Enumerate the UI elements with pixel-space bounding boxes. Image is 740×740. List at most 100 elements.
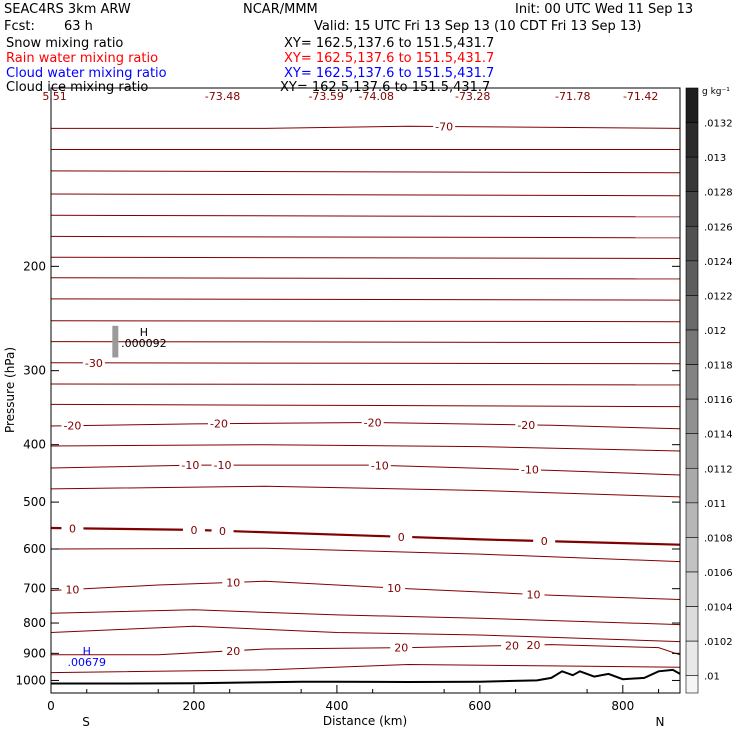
isotherm-label-bg — [433, 120, 456, 133]
isotherm-3 — [50, 193, 681, 197]
isotherm-15 — [50, 444, 681, 452]
x-tick-label: 400 — [325, 699, 348, 713]
isotherm-label: 20 — [394, 642, 408, 655]
isotherm-8 — [50, 298, 681, 301]
isotherm-label-bg — [61, 522, 84, 535]
isotherm-2 — [50, 170, 681, 174]
colorbar-label: .0124 — [704, 257, 733, 268]
isotherm-label: 0 — [541, 535, 548, 548]
colorbar-swatch — [685, 87, 699, 123]
terrain-group — [51, 325, 681, 685]
fcst-label: Fcst: — [4, 19, 35, 34]
colorbar-label: .0116 — [704, 395, 733, 406]
colorbar-swatch — [685, 329, 699, 365]
isotherm-5 — [50, 235, 681, 239]
field-rain-xy: XY= 162.5,137.6 to 151.5,431.7 — [284, 51, 495, 66]
fcst-value: 63 h — [64, 19, 93, 34]
isotherm-21 — [50, 609, 681, 626]
isotherm-9 — [50, 320, 681, 323]
colorbar-label: .01 — [704, 672, 720, 683]
y-tick-label: 900 — [23, 646, 46, 660]
isotherm-label: 10 — [526, 588, 540, 601]
init-label: Init: 00 UTC Wed 11 Sep 13 — [515, 2, 694, 17]
colorbar-swatch — [685, 640, 699, 677]
isotherm-label-bg — [390, 641, 413, 654]
isotherm-24 — [50, 663, 681, 674]
isotherm-label-bg — [522, 638, 545, 651]
max-marker-value: .000092 — [121, 337, 167, 350]
top-edge-label: -71.42 — [623, 90, 658, 103]
isotherm-label-bg — [518, 463, 541, 476]
field-snow-name: Snow mixing ratio — [6, 36, 124, 51]
colorbar-swatch — [685, 260, 699, 296]
top-edge-label: -73.48 — [205, 90, 240, 103]
isotherm-label: -30 — [85, 357, 103, 370]
colorbar-label: .0106 — [704, 568, 733, 579]
isotherm-label-bg — [211, 524, 234, 537]
colorbar-label: .0114 — [704, 430, 733, 441]
isotherm-6 — [50, 256, 681, 259]
isotherm-label: -20 — [364, 417, 382, 430]
colorbar-label: .0128 — [704, 188, 733, 199]
isotherm-label-bg — [515, 418, 538, 431]
field-cloudwater-name: Cloud water mixing ratio — [6, 66, 167, 81]
y-axis-label: Pressure (hPa) — [3, 347, 17, 433]
isotherm-label: 0 — [190, 524, 197, 537]
isotherm-0 — [51, 125, 681, 129]
cloud-ice-blob — [112, 325, 119, 358]
isotherm-label-bg — [182, 523, 205, 536]
isotherm-label-bg — [61, 419, 84, 432]
isotherm-label-bg — [533, 535, 556, 548]
colorbar-label: .011 — [704, 499, 726, 510]
colorbar-label: .0118 — [704, 361, 733, 372]
isotherm-label: -10 — [371, 459, 389, 472]
isotherm-group: -70 -30 -20 -20 -20 -20 -10 -10 -10 -10 0 0 0 0 0 10 10 1… — [50, 120, 681, 674]
isotherm-label: 10 — [387, 582, 401, 595]
y-tick-label: 600 — [23, 542, 46, 556]
x-tick-label: 0 — [47, 699, 55, 713]
colorbar-unit: g kg⁻¹ — [702, 87, 730, 97]
colorbar-label: .0104 — [704, 603, 733, 614]
isotherm-17 — [50, 485, 681, 498]
isotherm-label-bg — [368, 459, 391, 472]
terrain-line — [51, 668, 681, 685]
colorbar: .0132 .013 .0128 .0126 .0124 .0122 .012 .0118 .0… — [685, 87, 733, 694]
isotherm-label: 20 — [505, 639, 519, 652]
isotherm-label-bg — [211, 459, 234, 472]
colorbar-label: .012 — [704, 326, 726, 337]
colorbar-label: .0132 — [704, 119, 733, 130]
y-tick-label: 400 — [23, 438, 46, 452]
isotherm-18 — [50, 526, 681, 546]
isotherm-13 — [50, 403, 681, 408]
isotherm-label: 10 — [65, 583, 79, 596]
isotherm-label-bg — [222, 576, 245, 589]
colorbar-label: .0122 — [704, 291, 733, 302]
isotherm-12 — [50, 383, 681, 386]
north-end-label: N — [656, 715, 665, 729]
colorbar-swatch — [685, 364, 699, 400]
isotherm-label: -10 — [214, 459, 232, 472]
isotherm-label: 10 — [226, 576, 240, 589]
x-tick-label: 600 — [468, 699, 491, 713]
colorbar-swatch — [685, 433, 699, 469]
isotherm-20 — [50, 580, 681, 600]
colorbar-swatch — [685, 537, 699, 573]
isotherm-label-bg — [179, 459, 202, 472]
isotherm-label: -10 — [521, 464, 539, 477]
x-axis-label: Distance (km) — [323, 714, 407, 728]
isotherm-11 — [50, 362, 681, 365]
max-marker-h: H — [140, 326, 148, 339]
y-tick-label: 200 — [23, 259, 46, 273]
colorbar-label: .0112 — [704, 464, 733, 475]
colorbar-swatch — [685, 398, 699, 435]
colorbar-swatch — [685, 156, 699, 193]
colorbar-label: .013 — [704, 153, 726, 164]
x-tick-label: 200 — [183, 699, 206, 713]
colorbar-swatch — [685, 675, 699, 694]
isotherm-label-bg — [383, 581, 406, 594]
field-cloudwater-xy: XY= 162.5,137.6 to 151.5,431.7 — [284, 66, 495, 81]
isotherm-label-bg — [390, 530, 413, 543]
colorbar-swatch — [685, 502, 699, 538]
x-tick-label: 800 — [611, 699, 634, 713]
